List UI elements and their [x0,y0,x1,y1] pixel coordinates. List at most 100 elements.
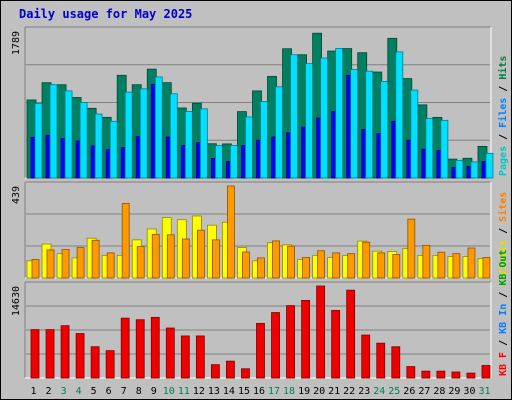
bar-pages-day-15 [245,116,253,179]
legend-kb-f: KB F [498,352,509,376]
legend-hits: Hits [497,56,509,80]
bar-sites-day-14 [227,185,235,279]
x-tick-label-day-20: 20 [313,386,325,397]
bar-kb-f-day-28 [436,370,446,379]
legend-separator: / [498,80,509,98]
bar-kb-f-day-16 [256,322,265,379]
bar-sites-day-24 [377,252,386,279]
bar-pages-day-22 [350,69,359,179]
bar-sites-day-26 [407,218,416,279]
x-tick-label-day-15: 15 [238,386,250,397]
bar-pages-day-20 [320,57,329,179]
bar-pages-day-25 [395,51,404,179]
bar-kb-f-day-5 [90,346,100,379]
legend-separator: / [498,334,509,352]
bar-kb-f-day-22 [346,289,356,379]
bar-pages-day-2 [49,84,58,179]
bar-pages-day-12 [199,108,208,179]
bar-pages-day-4 [79,102,88,179]
bar-pages-day-21 [335,48,344,179]
chart-title: Daily usage for May 2025 [19,7,193,21]
bar-pages-day-6 [109,120,118,179]
bar-kb-f-day-23 [361,334,371,379]
bar-sites-day-16 [257,257,265,279]
x-tick-label-day-5: 5 [91,386,97,397]
x-tick-label-day-22: 22 [343,386,355,397]
bar-kb-f-day-11 [180,335,190,379]
x-tick-label-day-30: 30 [463,386,475,397]
bar-sites-day-12 [196,229,205,279]
legend-pages: Pages [498,146,509,176]
bar-sites-day-6 [106,252,115,279]
bar-kb-f-day-26 [406,366,416,379]
x-tick-label-day-31: 31 [478,386,490,397]
x-tick-label-day-13: 13 [208,386,220,397]
bar-kb-f-day-8 [135,319,145,379]
bar-sites-day-7 [121,202,130,279]
bar-kb-f-day-18 [286,305,295,379]
x-tick-label-day-4: 4 [76,386,82,397]
legend-separator: / [498,222,509,240]
bar-sites-day-2 [46,249,55,279]
panel-top-legend: Pages / Files / Hits [497,56,509,176]
legend-kb-in: KB In [498,304,509,334]
bar-pages-day-8 [139,88,148,179]
bar-sites-day-15 [242,251,250,279]
bar-pages-day-31 [485,152,494,179]
bar-kb-f-day-15 [241,368,250,379]
bar-kb-f-day-9 [150,316,160,379]
legend-files: Files [497,98,509,128]
bar-sites-day-5 [91,239,100,279]
bar-kb-f-day-27 [421,370,431,379]
panel-bottom-max-label: 14630 [11,286,22,316]
bar-kb-f-day-17 [271,312,280,379]
panel-middle-max-label: 439 [11,186,22,204]
bar-kb-f-day-19 [301,300,310,379]
bar-kb-f-day-24 [376,342,386,379]
x-tick-label-day-21: 21 [328,386,340,397]
legend-kb-out: KB Out [498,250,509,286]
bar-kb-f-day-30 [466,372,476,379]
bar-kb-f-day-2 [45,329,55,379]
bar-sites-day-21 [332,252,341,279]
bar-pages-day-7 [124,91,133,179]
bar-pages-day-27 [425,118,434,179]
x-tick-label-day-27: 27 [418,386,430,397]
panel-bottom-legend: KB F / KB In / KB Out [498,250,509,376]
bar-sites-day-17 [272,240,280,279]
bar-kb-f-day-3 [60,325,70,379]
bar-sites-day-27 [422,244,431,279]
bar-sites-day-18 [287,245,295,279]
x-tick-label-day-17: 17 [268,386,280,397]
bar-pages-day-9 [154,76,163,179]
bar-pages-day-17 [275,86,283,179]
bar-pages-day-28 [440,119,449,179]
bar-pages-day-3 [64,90,73,179]
x-tick-label-day-11: 11 [178,386,190,397]
bar-pages-day-16 [260,101,268,179]
bar-sites-day-22 [347,253,356,279]
bar-pages-day-14 [230,144,238,179]
panel-middle-legend: Visits / Sites [497,192,509,276]
bar-pages-day-13 [214,145,223,179]
bar-pages-day-24 [380,81,389,179]
bar-sites-day-13 [211,239,220,279]
bar-sites-day-23 [362,241,371,279]
bar-pages-day-1 [34,103,43,179]
bar-sites-day-8 [136,246,145,279]
legend-visits: Visits [497,240,509,276]
bar-pages-day-10 [169,93,178,179]
bar-sites-day-25 [392,254,401,279]
bar-sites-day-20 [317,250,326,279]
bar-sites-day-28 [437,251,446,279]
bar-kb-f-day-12 [195,335,205,379]
bar-sites-day-4 [76,247,85,279]
bar-pages-day-23 [365,70,374,179]
x-tick-label-day-25: 25 [388,386,400,397]
bar-sites-day-10 [166,234,175,279]
x-tick-label-day-7: 7 [121,386,127,397]
x-tick-label-day-19: 19 [298,386,310,397]
x-tick-label-day-28: 28 [433,386,445,397]
legend-separator: / [498,128,509,146]
